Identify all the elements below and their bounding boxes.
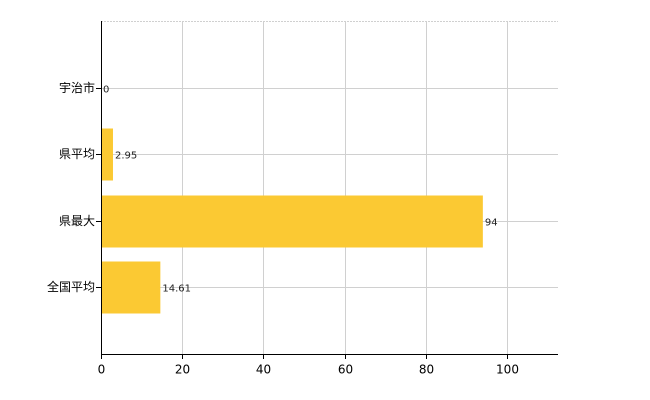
x-tick-label: 100 xyxy=(496,363,519,377)
y-tick-label: 宇治市 xyxy=(59,80,95,95)
bar xyxy=(101,261,161,314)
x-tick-label: 20 xyxy=(175,363,190,377)
y-tick-label: 県最大 xyxy=(59,214,95,228)
y-tick-label: 全国平均 xyxy=(47,279,95,294)
bar xyxy=(101,128,113,181)
x-tick-label: 0 xyxy=(98,363,106,377)
bar xyxy=(101,195,483,248)
x-tick-label: 80 xyxy=(419,363,434,377)
value-label: 94 xyxy=(485,218,498,229)
value-label: 14.61 xyxy=(162,284,191,295)
value-label: 2.95 xyxy=(115,151,137,162)
value-label: 0 xyxy=(103,85,109,96)
y-tick-label: 県平均 xyxy=(59,147,95,161)
x-tick-label: 40 xyxy=(256,363,271,377)
x-tick-label: 60 xyxy=(338,363,353,377)
